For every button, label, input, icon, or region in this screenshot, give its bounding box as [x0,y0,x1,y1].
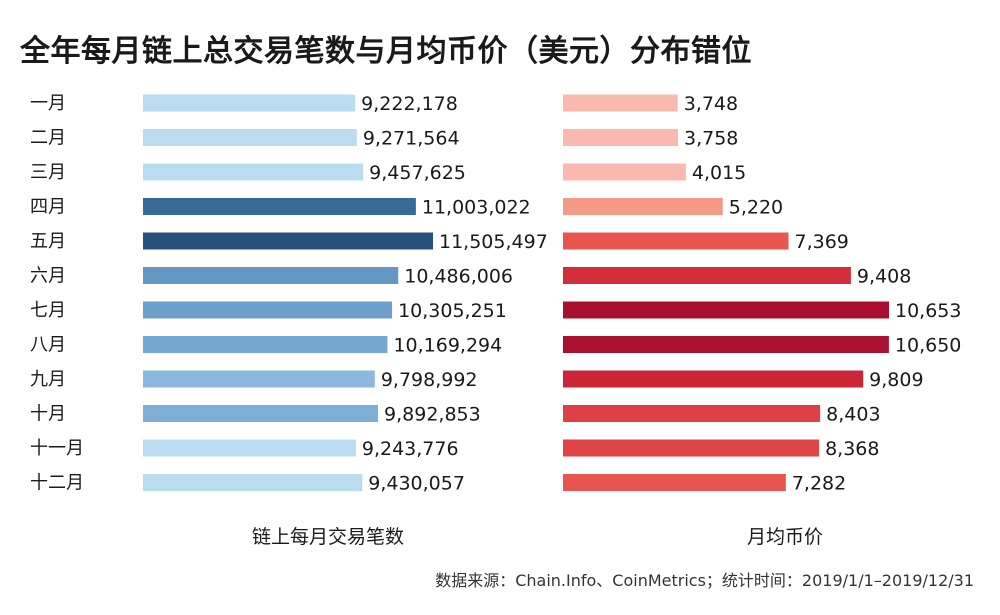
left-chart-xlabel: 链上每月交易笔数 [251,526,405,548]
category-label: 五月 [30,231,66,252]
category-label: 十月 [30,404,66,425]
price-bar [563,405,821,422]
value-label: 9,222,178 [361,93,458,115]
value-label: 9,430,057 [368,473,465,495]
category-label: 八月 [30,335,66,356]
value-label: 11,003,022 [422,197,531,219]
value-label: 3,758 [684,128,738,150]
value-label: 9,892,853 [384,404,481,426]
value-label: 4,015 [692,162,746,184]
price-bar [563,267,851,284]
category-label: 二月 [30,128,66,149]
value-label: 9,798,992 [381,369,478,391]
right-chart-xlabel: 月均币价 [746,526,824,548]
chart-title: 全年每月链上总交易笔数与月均币价（美元）分布错位 [20,34,752,69]
transaction-bar [143,163,364,181]
transaction-bar [143,336,388,353]
transaction-bar [143,267,399,284]
price-bar [563,94,678,112]
category-label: 十二月 [30,473,84,494]
value-label: 10,169,294 [393,335,502,357]
value-label: 10,653 [895,300,961,322]
category-label: 十一月 [30,438,84,459]
category-label: 六月 [30,266,66,287]
price-bar [563,336,889,353]
price-bar [563,439,820,457]
transaction-bar [143,232,433,250]
value-label: 11,505,497 [439,231,548,253]
value-label: 9,408 [857,266,911,288]
price-bar [563,474,786,491]
value-label: 10,650 [895,335,961,357]
category-label: 七月 [30,300,66,321]
transaction-bar [143,94,356,112]
transaction-bar [143,301,393,319]
category-label: 四月 [30,197,66,218]
value-label: 8,368 [825,438,879,460]
transaction-bar [143,474,363,491]
value-label: 9,271,564 [363,128,460,150]
value-label: 10,305,251 [398,300,507,322]
value-label: 7,369 [795,231,849,253]
value-label: 9,243,776 [362,438,459,460]
transaction-bar [143,439,356,457]
category-label: 一月 [30,93,66,114]
value-label: 3,748 [684,93,738,115]
price-bar [563,370,864,388]
price-bar [563,163,686,181]
value-label: 9,809 [869,369,923,391]
value-label: 8,403 [826,404,880,426]
value-label: 10,486,006 [404,266,513,288]
transaction-bar [143,370,375,388]
price-bar [563,232,789,250]
value-label: 9,457,625 [369,162,466,184]
transaction-bar [143,129,357,146]
price-bar [563,198,723,215]
category-label: 九月 [30,369,66,390]
transaction-bar [143,198,416,215]
transaction-bar [143,405,379,422]
price-bar [563,301,889,319]
price-bar [563,129,679,146]
category-label: 三月 [30,162,66,183]
source-note: 数据来源：Chain.Info、CoinMetrics；统计时间：2019/1/… [435,571,974,590]
value-label: 5,220 [729,197,783,219]
value-label: 7,282 [792,473,846,495]
